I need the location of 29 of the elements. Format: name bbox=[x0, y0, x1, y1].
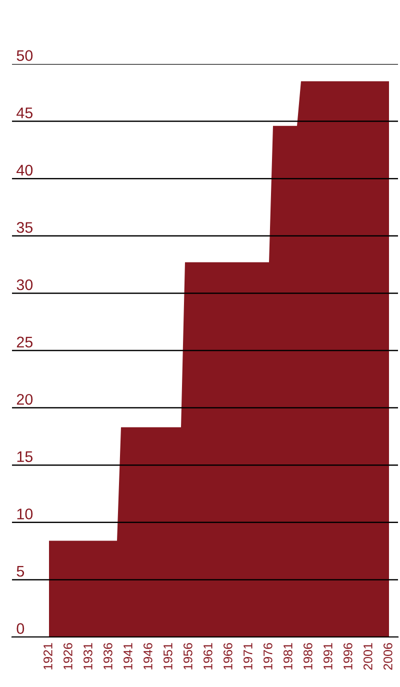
x-tick-label: 1976 bbox=[264, 643, 272, 670]
x-tick-label: 1966 bbox=[224, 643, 232, 670]
x-tick-label: 1961 bbox=[204, 643, 212, 670]
x-tick-label: 1996 bbox=[344, 643, 352, 670]
y-tick-label: 25 bbox=[16, 336, 33, 348]
y-tick-label: 15 bbox=[17, 451, 33, 462]
x-tick-label: 1981 bbox=[284, 643, 292, 670]
y-tick-label: 10 bbox=[17, 508, 33, 520]
y-tick-label: 45 bbox=[16, 108, 33, 118]
x-tick-label: 1951 bbox=[164, 643, 172, 670]
x-tick-label: 2006 bbox=[384, 643, 392, 670]
x-tick-label: 1991 bbox=[324, 643, 332, 670]
y-tick-label: 35 bbox=[16, 222, 33, 233]
x-tick-label: 1926 bbox=[64, 643, 72, 670]
x-tick-label: 1946 bbox=[144, 643, 152, 670]
x-tick-label: 1956 bbox=[184, 643, 192, 670]
x-tick-label: 1941 bbox=[124, 643, 132, 670]
x-tick-label: 1936 bbox=[104, 643, 112, 670]
y-tick-label: 30 bbox=[16, 279, 33, 290]
y-tick-label: 0 bbox=[16, 623, 24, 634]
y-tick-label: 20 bbox=[16, 394, 33, 405]
y-tick-label: 5 bbox=[16, 566, 24, 577]
x-tick-label: 1971 bbox=[244, 643, 252, 670]
x-tick-label: 1986 bbox=[304, 643, 312, 670]
y-tick-label: 50 bbox=[16, 50, 33, 61]
x-tick-label: 1931 bbox=[84, 643, 92, 670]
x-tick-label: 1921 bbox=[44, 643, 52, 670]
y-tick-label: 40 bbox=[16, 164, 33, 176]
x-tick-label: 2001 bbox=[364, 643, 372, 670]
